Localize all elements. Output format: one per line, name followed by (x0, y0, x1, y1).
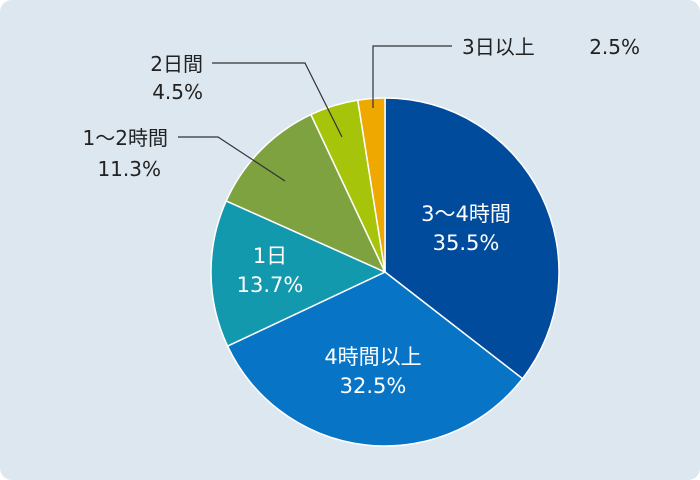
slice-labels: 3～4時間 35.5% 4時間以上 32.5% 1日 13.7% 1～2時間 1… (83, 35, 640, 398)
pie-slices (210, 97, 560, 447)
slice-label-1-day: 1日 (253, 244, 287, 268)
slice-label-3-days: 3日以上 (462, 35, 535, 59)
slice-label-2-days: 2日間 (150, 52, 203, 76)
slice-label-3-4-hours: 3～4時間 (421, 202, 511, 226)
pie-slice-3-4-hours (384, 97, 560, 380)
pie-slice-4-hours-plus (226, 271, 524, 447)
leader-line-3-days (372, 45, 452, 108)
leader-line-1-2-hours (178, 136, 286, 182)
pie-slice-1-2-hours (225, 113, 387, 274)
slice-label-4-hours-plus: 4時間以上 (324, 345, 421, 369)
pie-slice-3-days (356, 97, 386, 273)
slice-label-1-2-hours: 1～2時間 (83, 126, 168, 150)
slice-value-4-hours-plus: 32.5% (340, 374, 407, 398)
leader-lines (178, 45, 452, 182)
leader-line-2-days (212, 62, 343, 138)
pie-slice-1-day (210, 199, 387, 348)
slice-value-3-4-hours: 35.5% (433, 231, 500, 255)
slice-value-3-days: 2.5% (589, 35, 640, 59)
slice-value-1-day: 13.7% (237, 273, 304, 297)
slice-value-2-days: 4.5% (152, 80, 203, 104)
slice-value-1-2-hours: 11.3% (97, 157, 161, 181)
